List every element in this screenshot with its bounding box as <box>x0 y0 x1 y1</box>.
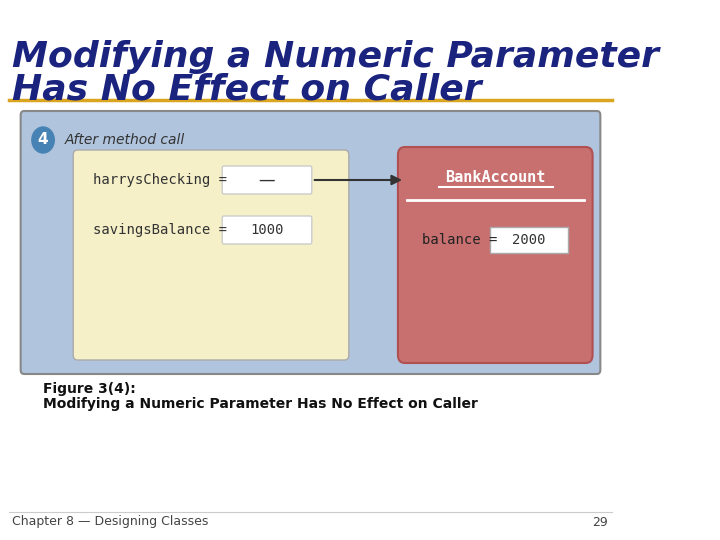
Text: 2000: 2000 <box>512 233 546 247</box>
Text: 29: 29 <box>593 516 608 529</box>
Text: 4: 4 <box>37 132 48 147</box>
Text: Modifying a Numeric Parameter Has No Effect on Caller: Modifying a Numeric Parameter Has No Eff… <box>43 397 478 411</box>
FancyBboxPatch shape <box>73 150 348 360</box>
Text: Chapter 8 — Designing Classes: Chapter 8 — Designing Classes <box>12 516 208 529</box>
FancyBboxPatch shape <box>21 111 600 374</box>
FancyBboxPatch shape <box>222 216 312 244</box>
Text: Figure 3(4):: Figure 3(4): <box>43 382 136 396</box>
FancyBboxPatch shape <box>398 147 593 363</box>
Text: savingsBalance =: savingsBalance = <box>93 223 227 237</box>
Circle shape <box>32 127 54 153</box>
FancyBboxPatch shape <box>222 166 312 194</box>
Text: —: — <box>258 171 275 189</box>
Text: harrysChecking =: harrysChecking = <box>93 173 227 187</box>
Text: BankAccount: BankAccount <box>445 170 546 185</box>
Text: balance =: balance = <box>422 233 498 247</box>
Text: Has No Effect on Caller: Has No Effect on Caller <box>12 72 482 106</box>
Text: Modifying a Numeric Parameter: Modifying a Numeric Parameter <box>12 40 659 74</box>
Text: After method call: After method call <box>65 133 185 147</box>
Text: 1000: 1000 <box>251 223 284 237</box>
FancyBboxPatch shape <box>490 227 567 253</box>
